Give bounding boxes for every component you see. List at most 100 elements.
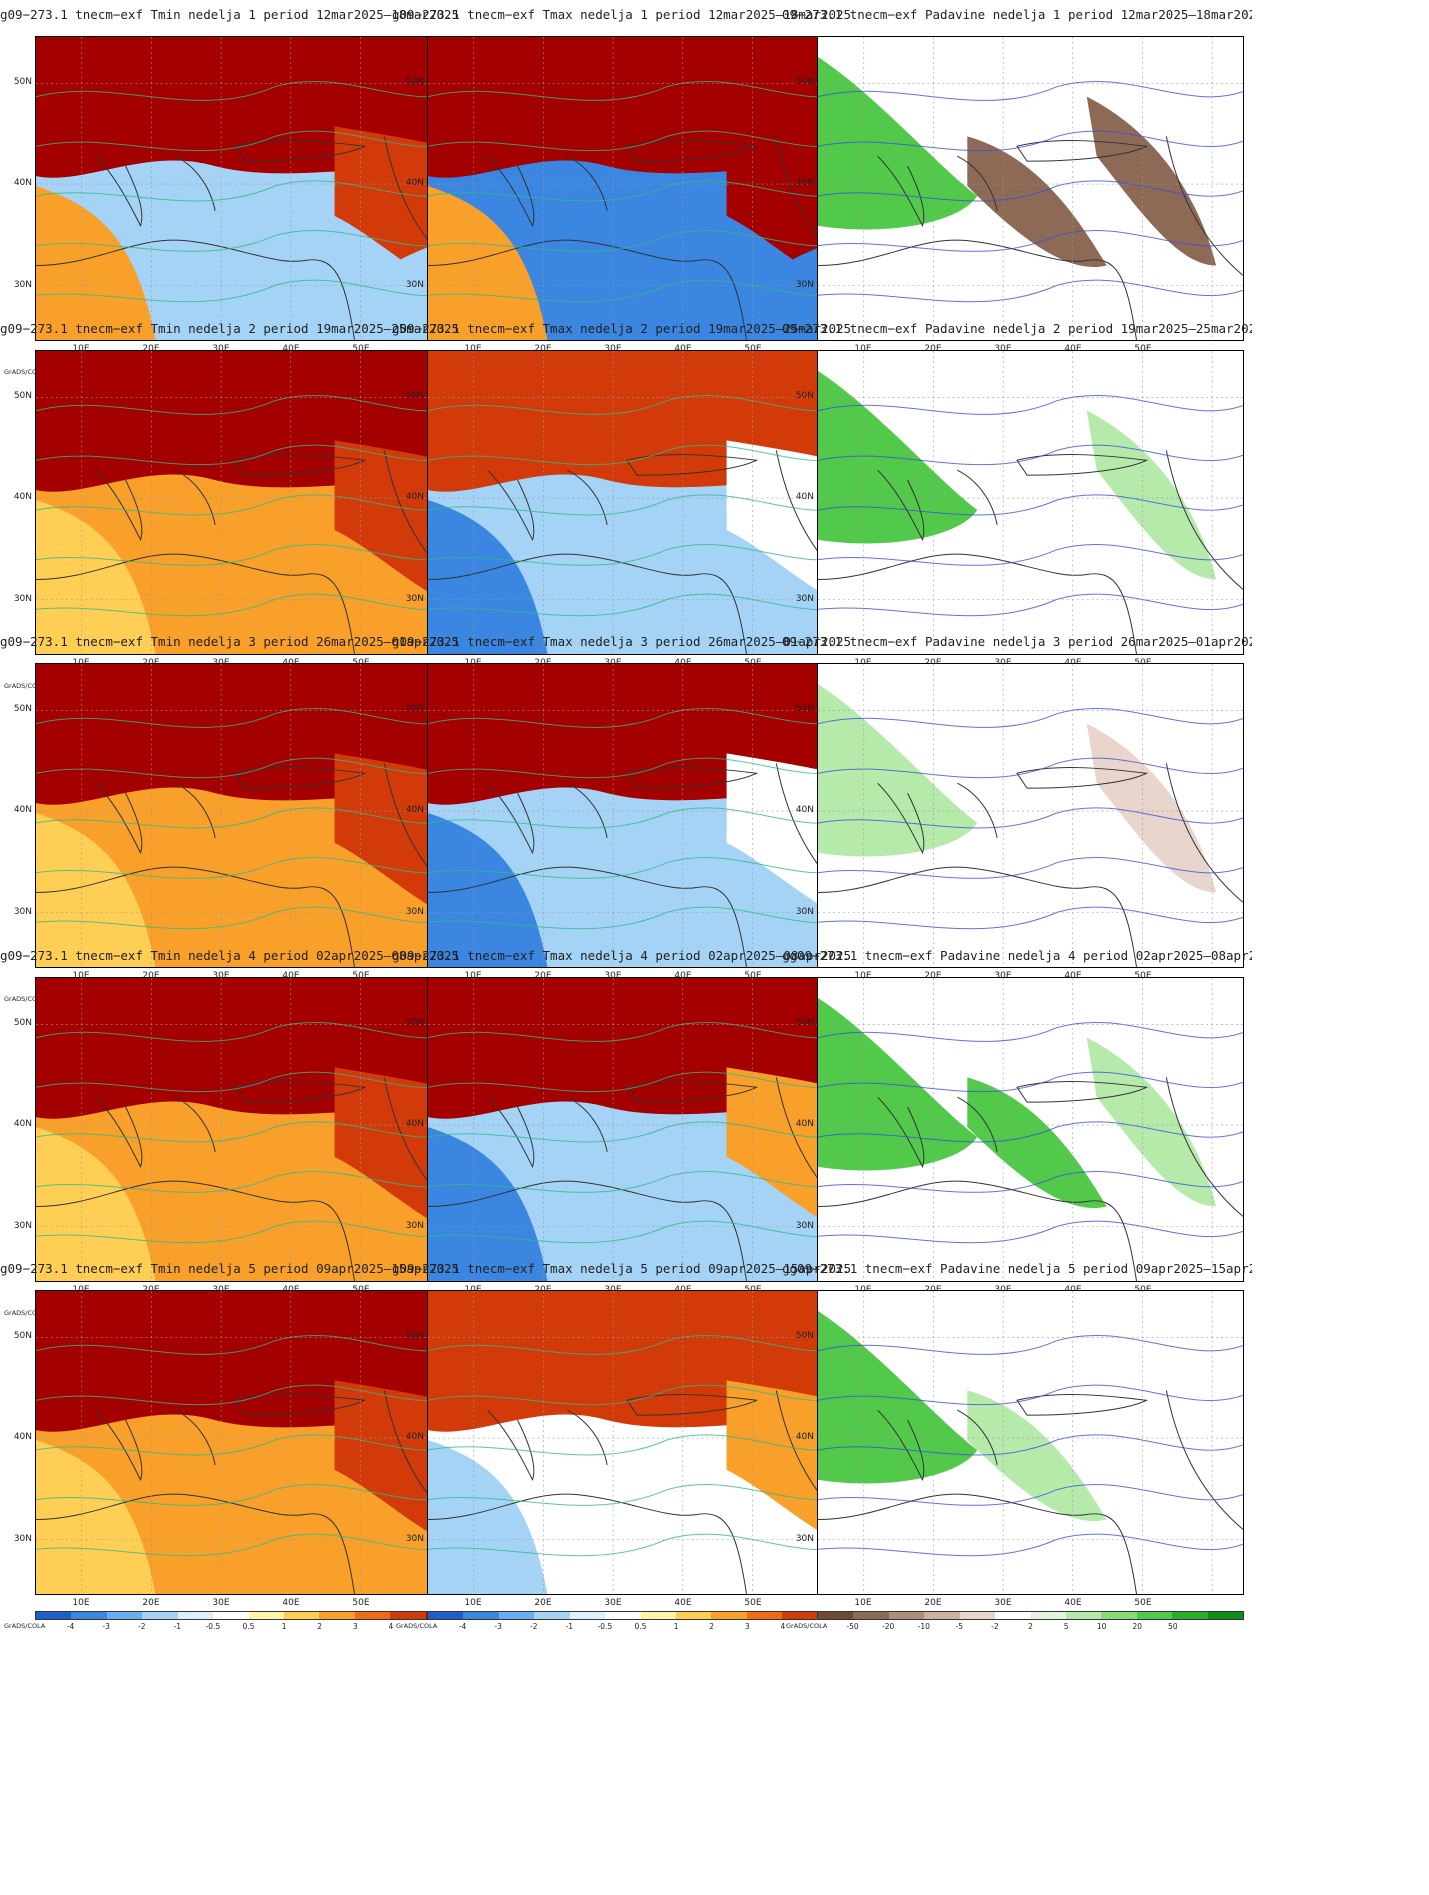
map-panel-padavine-week-2: 09−273.1 tnecm−exf Padavine nedelja 2 pe… — [782, 318, 1252, 696]
colorbar-tick-label: 3 — [744, 1622, 750, 1631]
lon-tick-label: 20E — [142, 971, 160, 981]
lat-tick-label: 30N — [795, 1221, 814, 1231]
lat-tick-label: 40N — [405, 1119, 424, 1129]
colorbar-tick-label: 4 — [780, 1622, 786, 1631]
lon-tick-label: 30E — [604, 344, 622, 354]
panel-title: g09−273.1 tnecm−exf Tmin nedelja 3 perio… — [0, 634, 460, 649]
colorbar-tick-label: -3 — [494, 1622, 502, 1631]
colorbar-tick-label: -50 — [846, 1622, 859, 1631]
map-area — [35, 350, 462, 655]
lon-tick-label: 30E — [212, 344, 230, 354]
map-panel-padavine-week-1: 09−273.1 tnecm−exf Padavine nedelja 1 pe… — [782, 4, 1252, 382]
colorbar-tick-label: -3 — [102, 1622, 110, 1631]
lon-tick-label: 40E — [674, 1598, 692, 1608]
lon-tick-label: 30E — [994, 971, 1012, 981]
lon-tick-label: 10E — [72, 1598, 90, 1608]
panel-title: g09−273.1 tnecm−exf Tmax nedelja 5 perio… — [392, 1261, 852, 1276]
map-panel-tmin-week-4: g09−273.1 tnecm−exf Tmin nedelja 4 perio… — [0, 945, 470, 1323]
colorbar-swatch — [640, 1612, 676, 1619]
lat-tick-label: 30N — [405, 907, 424, 917]
lon-tick-label: 20E — [142, 344, 160, 354]
panel-title: g09−273.1 tnecm−exf Tmin nedelja 1 perio… — [0, 7, 460, 22]
lat-tick-label: 40N — [405, 492, 424, 502]
lat-tick-label: 30N — [795, 280, 814, 290]
lon-tick-label: 10E — [72, 344, 90, 354]
colorbar-swatch — [498, 1612, 535, 1619]
map-area — [817, 36, 1244, 341]
lat-tick-label: 50N — [13, 77, 32, 87]
panel-title: g09−273.1 tnecm−exf Tmax nedelja 1 perio… — [392, 7, 852, 22]
lon-tick-label: 10E — [854, 344, 872, 354]
map-area — [427, 1290, 854, 1595]
map-panel-padavine-week-5: ɡg09−273.1 tnecm−exf Padavine nedelja 5 … — [782, 1258, 1252, 1636]
lon-tick-label: 20E — [924, 1598, 942, 1608]
colorbar-tick-label: 1 — [673, 1622, 679, 1631]
lat-tick-label: 40N — [795, 178, 814, 188]
lat-tick-label: 40N — [405, 805, 424, 815]
lat-tick-label: 40N — [13, 1119, 32, 1129]
lon-tick-label: 20E — [924, 971, 942, 981]
lon-tick-label: 40E — [1064, 1598, 1082, 1608]
lat-tick-label: 50N — [405, 77, 424, 87]
colorbar-tick-label: 50 — [1168, 1622, 1178, 1631]
grads-credit: GrADS/COLA — [396, 1622, 438, 1630]
colorbar-swatch — [1101, 1612, 1137, 1619]
map-panel-padavine-week-3: 09−273.1 tnecm−exf Padavine nedelja 3 pe… — [782, 631, 1252, 1009]
lon-tick-label: 10E — [854, 971, 872, 981]
lon-tick-label: 50E — [744, 344, 762, 354]
grads-credit: GrADS/COLA — [4, 1309, 46, 1317]
colorbar-tick-label: 10 — [1096, 1622, 1107, 1631]
colorbar-swatch — [428, 1612, 464, 1619]
panel-title: 09−273.1 tnecm−exf Padavine nedelja 2 pe… — [782, 321, 1252, 336]
colorbar — [817, 1611, 1244, 1620]
lon-tick-label: 20E — [534, 344, 552, 354]
lon-tick-label: 20E — [142, 1598, 160, 1608]
lat-tick-label: 30N — [13, 594, 32, 604]
colorbar-swatch — [924, 1612, 960, 1619]
lon-tick-label: 40E — [282, 1598, 300, 1608]
colorbar-swatch — [569, 1612, 606, 1619]
colorbar-swatch — [995, 1612, 1031, 1619]
colorbar-tick-label: -1 — [565, 1622, 574, 1631]
map-panel-tmax-week-3: g09−273.1 tnecm−exf Tmax nedelja 3 perio… — [392, 631, 862, 1009]
lat-tick-label: 50N — [405, 1018, 424, 1028]
lon-tick-label: 40E — [1064, 344, 1082, 354]
colorbar-swatch — [746, 1612, 783, 1619]
lat-tick-label: 50N — [405, 391, 424, 401]
lon-tick-label: 40E — [282, 971, 300, 981]
lat-tick-label: 40N — [13, 492, 32, 502]
lon-tick-label: 40E — [674, 344, 692, 354]
lat-tick-label: 30N — [405, 594, 424, 604]
colorbar-swatch — [675, 1612, 712, 1619]
lat-tick-label: 50N — [795, 391, 814, 401]
panel-title: g09−273.1 tnecm−exf Tmax nedelja 3 perio… — [392, 634, 852, 649]
colorbar-labels: -4 -3 -2 -1 -0.5 0.5 1 2 3 4 — [427, 1622, 854, 1634]
lon-tick-label: 20E — [924, 344, 942, 354]
lat-tick-label: 40N — [795, 1432, 814, 1442]
grads-credit: GrADS/COLA — [4, 368, 46, 376]
lon-tick-label: 40E — [282, 344, 300, 354]
lon-tick-label: 20E — [534, 1598, 552, 1608]
lat-tick-label: 50N — [13, 1331, 32, 1341]
colorbar-tick-label: -10 — [917, 1622, 930, 1631]
colorbar-swatch — [818, 1612, 854, 1619]
grads-credit: GrADS/COLA — [4, 995, 46, 1003]
lon-tick-label: 50E — [744, 1598, 762, 1608]
colorbar-labels: -50 -20 -10 -5 -2 2 5 10 20 50 — [817, 1622, 1244, 1634]
colorbar-tick-label: 4 — [388, 1622, 394, 1631]
colorbar-tick-label: 3 — [352, 1622, 358, 1631]
lon-tick-label: 50E — [1134, 971, 1152, 981]
lon-tick-label: 50E — [1134, 344, 1152, 354]
lat-tick-label: 30N — [405, 1221, 424, 1231]
lon-tick-label: 10E — [854, 1598, 872, 1608]
colorbar-swatch — [71, 1612, 107, 1619]
lat-tick-label: 40N — [795, 805, 814, 815]
lon-tick-label: 40E — [1064, 971, 1082, 981]
lat-tick-label: 30N — [795, 907, 814, 917]
colorbar-tick-label: 0.5 — [242, 1622, 255, 1631]
map-panel-tmax-week-5: g09−273.1 tnecm−exf Tmax nedelja 5 perio… — [392, 1258, 862, 1636]
lon-tick-label: 30E — [212, 1598, 230, 1608]
colorbar-swatch — [354, 1612, 391, 1619]
lat-tick-label: 40N — [405, 1432, 424, 1442]
